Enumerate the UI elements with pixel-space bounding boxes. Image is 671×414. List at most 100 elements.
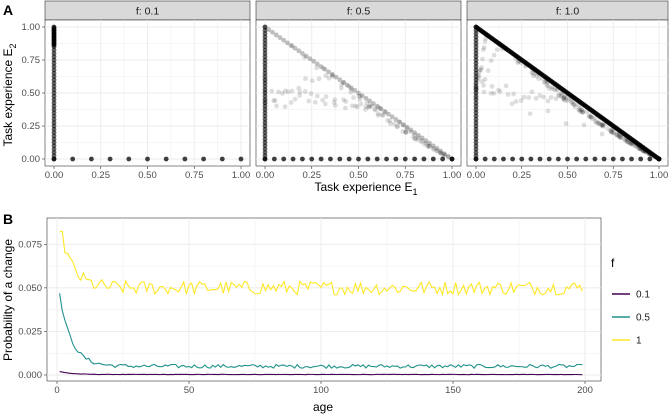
point — [400, 122, 406, 128]
point — [51, 133, 57, 139]
point — [288, 43, 294, 48]
point — [516, 58, 522, 64]
point — [412, 130, 417, 136]
point — [394, 124, 400, 130]
point — [328, 156, 333, 162]
point — [430, 143, 436, 149]
point — [51, 130, 57, 136]
point — [262, 64, 268, 69]
point — [648, 152, 654, 158]
point — [499, 46, 505, 52]
point — [438, 150, 444, 156]
point — [537, 93, 543, 98]
point — [262, 51, 268, 56]
point — [288, 100, 294, 105]
point — [491, 156, 497, 162]
point — [617, 134, 623, 140]
point — [532, 67, 538, 72]
point — [262, 70, 268, 76]
point — [403, 129, 408, 135]
point — [566, 96, 572, 102]
point — [473, 153, 479, 159]
point — [523, 63, 528, 69]
point — [564, 98, 570, 104]
point — [262, 110, 268, 116]
point — [600, 123, 606, 129]
panel-b-y-axis-title: Probability of a change — [1, 239, 15, 361]
point — [285, 40, 290, 46]
point — [163, 156, 169, 162]
point — [383, 109, 389, 115]
point — [262, 78, 268, 83]
y-tick-label: 0.050 — [18, 283, 42, 294]
point — [510, 156, 515, 162]
point — [656, 156, 662, 162]
point — [51, 90, 57, 96]
point — [629, 137, 634, 143]
point — [570, 101, 576, 106]
legend-label: 0.5 — [636, 313, 650, 324]
point — [476, 74, 482, 80]
point — [473, 150, 479, 155]
point — [628, 141, 634, 146]
point — [545, 108, 551, 114]
point — [537, 156, 543, 162]
point — [482, 156, 488, 162]
point — [647, 151, 653, 157]
point — [262, 74, 268, 79]
x-axis-title-sub: 1 — [413, 187, 418, 197]
point — [51, 140, 57, 145]
point — [262, 89, 268, 94]
point — [373, 107, 378, 113]
point — [477, 67, 483, 73]
point — [427, 140, 432, 146]
point — [632, 143, 638, 149]
point — [496, 40, 501, 46]
point — [642, 149, 648, 155]
point — [341, 80, 347, 85]
point — [656, 156, 662, 162]
point — [346, 83, 352, 89]
point — [473, 80, 479, 86]
point — [595, 120, 601, 126]
series-line-0-5 — [59, 293, 583, 369]
point — [51, 113, 57, 119]
x-tick-label: 1.00 — [232, 170, 251, 181]
point — [593, 119, 599, 125]
point — [262, 41, 268, 46]
point — [89, 156, 94, 162]
point — [561, 95, 566, 101]
point — [473, 82, 479, 88]
point — [628, 140, 633, 146]
point — [544, 78, 550, 84]
x-tick-label: 0.50 — [349, 170, 368, 181]
point — [513, 99, 519, 104]
point — [378, 106, 384, 112]
point — [369, 103, 375, 109]
point — [346, 156, 352, 162]
point — [438, 148, 444, 154]
point — [497, 41, 503, 47]
point — [629, 156, 634, 162]
point — [262, 126, 268, 132]
point — [480, 47, 486, 53]
point — [543, 77, 549, 83]
x-tick-label: 200 — [577, 385, 593, 396]
point — [625, 134, 631, 140]
point — [281, 37, 287, 43]
point — [481, 89, 487, 95]
point — [430, 156, 436, 162]
point — [586, 112, 592, 118]
point — [592, 156, 598, 162]
point — [473, 100, 479, 106]
point — [473, 37, 479, 43]
point — [262, 27, 268, 33]
point — [51, 67, 57, 73]
point — [529, 70, 535, 76]
point — [656, 156, 662, 162]
point — [307, 56, 313, 62]
point — [656, 156, 662, 162]
point — [553, 96, 559, 102]
point — [494, 47, 500, 53]
point — [359, 93, 365, 99]
